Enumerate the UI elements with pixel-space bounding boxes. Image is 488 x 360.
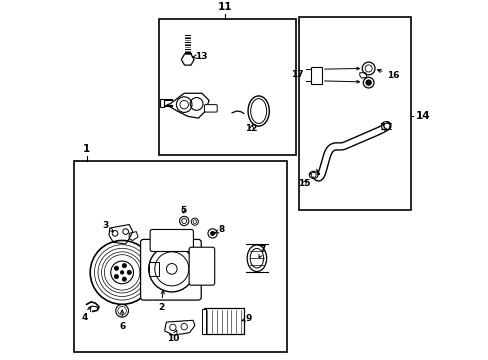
Text: 7: 7 — [259, 245, 265, 258]
Bar — [159, 19, 295, 156]
Text: 12: 12 — [245, 124, 257, 133]
Bar — [202, 309, 206, 334]
Text: 15: 15 — [297, 179, 310, 188]
Circle shape — [122, 229, 128, 234]
Bar — [310, 67, 321, 84]
Circle shape — [210, 231, 214, 235]
Text: 10: 10 — [167, 330, 180, 342]
Text: 16: 16 — [377, 69, 399, 80]
FancyBboxPatch shape — [189, 247, 214, 285]
Bar — [299, 17, 410, 210]
Text: 1: 1 — [83, 144, 90, 154]
Text: 2: 2 — [158, 291, 164, 312]
Circle shape — [114, 274, 118, 279]
Bar — [160, 99, 163, 107]
Bar — [203, 308, 244, 334]
Circle shape — [193, 220, 196, 224]
Text: 14: 14 — [415, 111, 429, 121]
Text: 4: 4 — [81, 307, 91, 322]
Circle shape — [112, 230, 118, 236]
FancyBboxPatch shape — [204, 105, 217, 112]
Circle shape — [182, 219, 186, 224]
Circle shape — [127, 270, 131, 275]
Circle shape — [114, 266, 118, 270]
Circle shape — [365, 80, 371, 85]
Circle shape — [122, 277, 126, 281]
FancyBboxPatch shape — [148, 262, 159, 276]
Text: 3: 3 — [102, 221, 113, 232]
FancyBboxPatch shape — [150, 229, 193, 252]
Text: 6: 6 — [119, 310, 125, 331]
Text: 11: 11 — [217, 3, 232, 12]
Text: 13: 13 — [192, 51, 207, 60]
Circle shape — [120, 271, 123, 274]
Text: 17: 17 — [291, 70, 304, 79]
Text: 8: 8 — [215, 225, 224, 234]
FancyBboxPatch shape — [140, 239, 201, 300]
Circle shape — [310, 172, 316, 177]
Circle shape — [166, 264, 177, 274]
Text: 5: 5 — [180, 206, 186, 215]
Bar — [74, 161, 286, 352]
Circle shape — [122, 264, 126, 268]
Text: 9: 9 — [242, 314, 251, 323]
